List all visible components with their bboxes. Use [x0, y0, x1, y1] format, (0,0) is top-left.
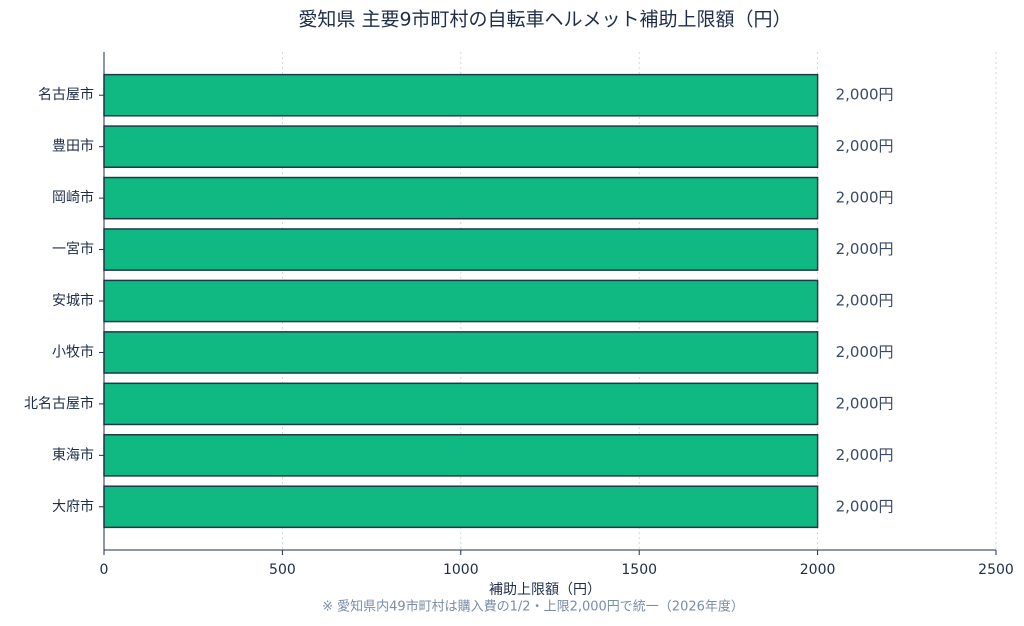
bar	[103, 331, 819, 374]
y-tick-label: 一宮市	[52, 241, 94, 258]
value-label: 2,000円	[836, 394, 894, 412]
value-label: 2,000円	[836, 240, 894, 258]
y-tick-label: 小牧市	[52, 343, 94, 360]
value-label: 2,000円	[836, 497, 894, 515]
x-tick-label: 2000	[800, 562, 836, 578]
y-tick-label: 安城市	[52, 292, 94, 309]
value-label: 2,000円	[836, 343, 894, 361]
value-label: 2,000円	[836, 137, 894, 155]
x-tick-label: 500	[269, 562, 296, 578]
x-tick-label: 2500	[978, 562, 1014, 578]
value-label: 2,000円	[836, 86, 894, 104]
y-tick-label: 豊田市	[52, 138, 94, 155]
bar	[103, 382, 819, 426]
y-tick-label: 北名古屋市	[24, 395, 94, 412]
x-tick-label: 1500	[621, 562, 657, 578]
y-tick-label: 名古屋市	[38, 86, 94, 103]
bar	[103, 73, 819, 117]
footnote: ※ 愛知県内49市町村は購入費の1/2・上限2,000円で統一（2026年度）	[322, 599, 744, 615]
x-tick-label: 0	[100, 562, 109, 578]
x-tick-label: 1000	[443, 562, 479, 578]
bar	[103, 279, 819, 323]
y-tick-label: 岡崎市	[52, 189, 94, 206]
bar	[103, 228, 819, 271]
x-axis-label: 補助上限額（円）	[489, 582, 601, 598]
chart-title: 愛知県 主要9市町村の自転車ヘルメット補助上限額（円）	[298, 9, 791, 31]
bar	[103, 485, 819, 529]
bar	[103, 434, 819, 477]
bar	[103, 176, 819, 220]
bar	[103, 125, 819, 168]
y-tick-label: 大府市	[52, 498, 94, 515]
value-label: 2,000円	[836, 292, 894, 310]
value-label: 2,000円	[836, 446, 894, 464]
y-tick-label: 東海市	[52, 446, 94, 463]
value-label: 2,000円	[836, 189, 894, 207]
